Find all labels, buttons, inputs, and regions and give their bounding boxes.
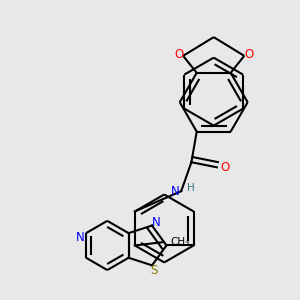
Text: N: N: [76, 231, 85, 244]
Text: O: O: [244, 48, 253, 61]
Text: O: O: [221, 161, 230, 174]
Text: H: H: [187, 183, 195, 193]
Text: N: N: [152, 216, 161, 229]
Text: N: N: [170, 184, 179, 198]
Text: O: O: [174, 48, 184, 61]
Text: CH₃: CH₃: [170, 237, 189, 247]
Text: S: S: [150, 264, 158, 277]
